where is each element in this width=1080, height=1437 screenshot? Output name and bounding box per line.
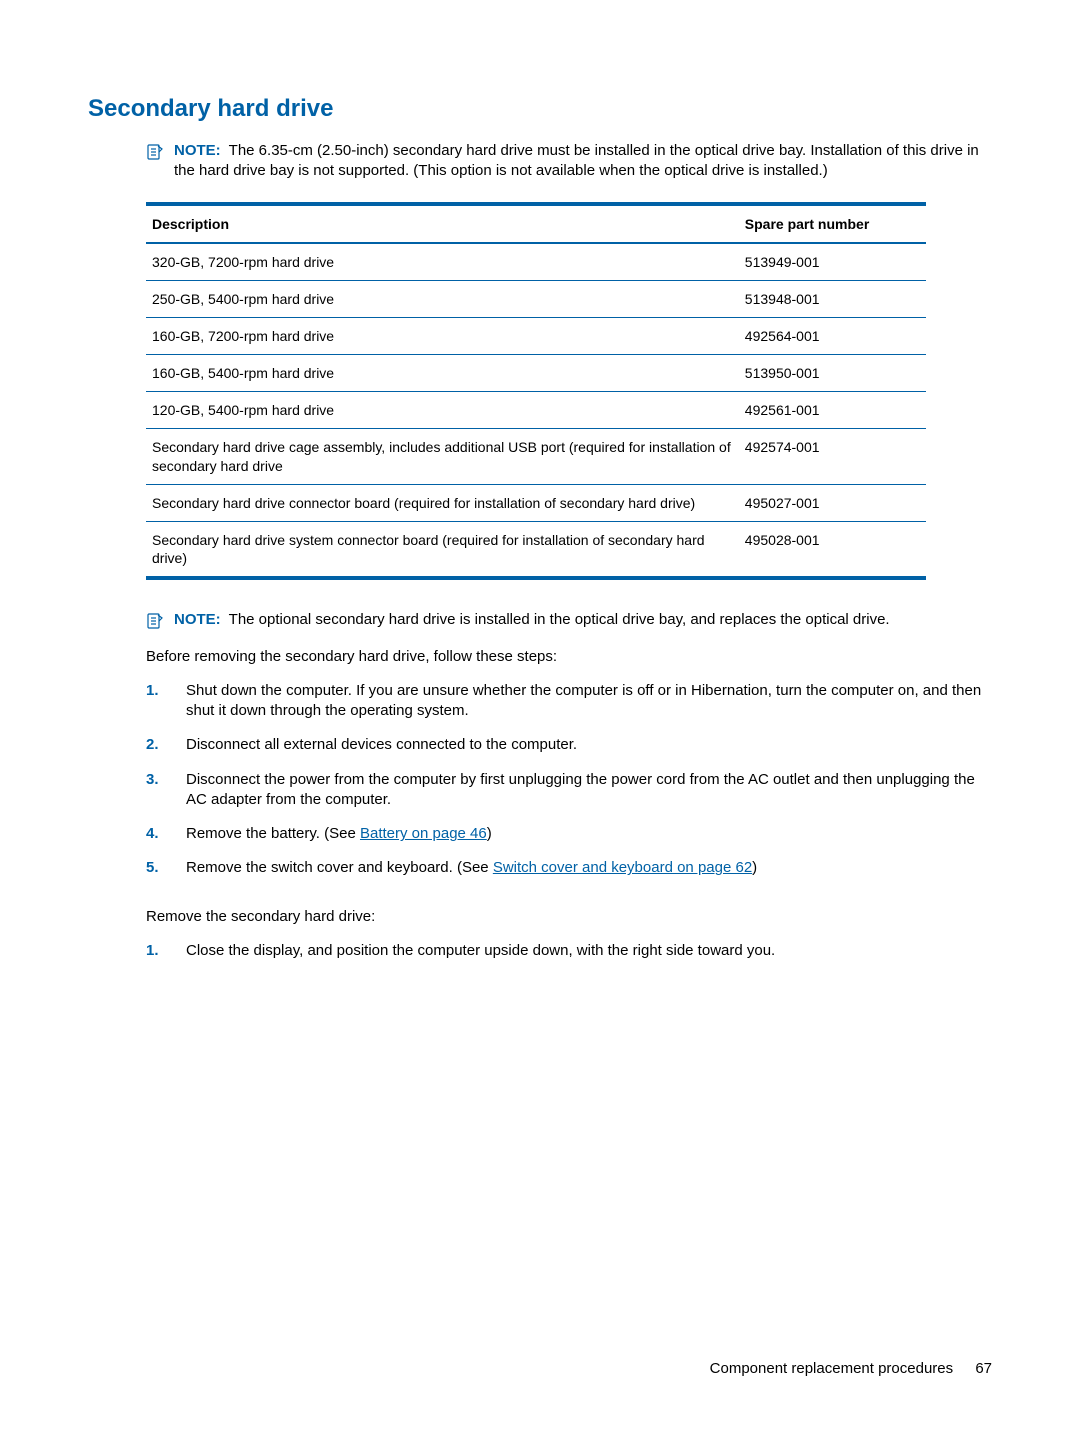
step-text: Close the display, and position the comp… [186, 942, 775, 959]
table-header-row: Description Spare part number [146, 204, 926, 243]
note-label: NOTE: [174, 611, 221, 628]
list-item: Close the display, and position the comp… [146, 941, 992, 975]
cell-description: 120-GB, 5400-rpm hard drive [146, 392, 739, 429]
cell-part: 492561-001 [739, 392, 926, 429]
cell-description: 250-GB, 5400-rpm hard drive [146, 280, 739, 317]
page-footer: Component replacement procedures 67 [710, 1360, 992, 1377]
step-text: Disconnect the power from the computer b… [186, 771, 975, 808]
cell-description: Secondary hard drive system connector bo… [146, 522, 739, 579]
table-row: 120-GB, 5400-rpm hard drive 492561-001 [146, 392, 926, 429]
step-prefix: Remove the battery. (See [186, 825, 360, 842]
before-steps-intro: Before removing the secondary hard drive… [146, 647, 992, 667]
step-suffix: ) [487, 825, 492, 842]
cell-description: 160-GB, 5400-rpm hard drive [146, 355, 739, 392]
cell-description: 160-GB, 7200-rpm hard drive [146, 317, 739, 354]
table-row: Secondary hard drive cage assembly, incl… [146, 429, 926, 484]
table-row: 160-GB, 5400-rpm hard drive 513950-001 [146, 355, 926, 392]
note-label: NOTE: [174, 142, 221, 159]
table-row: 160-GB, 7200-rpm hard drive 492564-001 [146, 317, 926, 354]
steps-before-removal: Shut down the computer. If you are unsur… [146, 681, 992, 893]
list-item: Disconnect the power from the computer b… [146, 770, 992, 825]
note-body: The optional secondary hard drive is ins… [229, 611, 890, 628]
note-icon [146, 612, 164, 630]
remove-intro: Remove the secondary hard drive: [146, 907, 992, 927]
cell-part: 513948-001 [739, 280, 926, 317]
section-title: Secondary hard drive [88, 95, 992, 123]
col-header-description: Description [146, 204, 739, 243]
step-text: Disconnect all external devices connecte… [186, 736, 577, 753]
cell-description: Secondary hard drive cage assembly, incl… [146, 429, 739, 484]
note-text: NOTE: The optional secondary hard drive i… [174, 610, 890, 630]
col-header-spare-part: Spare part number [739, 204, 926, 243]
footer-page-number: 67 [975, 1360, 992, 1377]
note-block-2: NOTE: The optional secondary hard drive i… [146, 610, 992, 630]
step-prefix: Remove the switch cover and keyboard. (S… [186, 859, 493, 876]
note-icon [146, 143, 164, 161]
cell-description: Secondary hard drive connector board (re… [146, 484, 739, 521]
list-item: Remove the battery. (See Battery on page… [146, 824, 992, 858]
cell-part: 492574-001 [739, 429, 926, 484]
note-body: The 6.35-cm (2.50-inch) secondary hard d… [174, 142, 979, 179]
cell-part: 495028-001 [739, 522, 926, 579]
cell-part: 492564-001 [739, 317, 926, 354]
table-row: 320-GB, 7200-rpm hard drive 513949-001 [146, 243, 926, 281]
list-item: Disconnect all external devices connecte… [146, 735, 992, 769]
cell-part: 495027-001 [739, 484, 926, 521]
battery-link[interactable]: Battery on page 46 [360, 825, 487, 842]
page: Secondary hard drive NOTE:The 6.35-cm (2… [0, 0, 1080, 1437]
cell-part: 513950-001 [739, 355, 926, 392]
note-block-1: NOTE:The 6.35-cm (2.50-inch) secondary h… [146, 141, 992, 182]
table-row: Secondary hard drive connector board (re… [146, 484, 926, 521]
cell-description: 320-GB, 7200-rpm hard drive [146, 243, 739, 281]
table-row: 250-GB, 5400-rpm hard drive 513948-001 [146, 280, 926, 317]
steps-remove: Close the display, and position the comp… [146, 941, 992, 975]
footer-section: Component replacement procedures [710, 1360, 953, 1377]
step-text: Shut down the computer. If you are unsur… [186, 682, 981, 719]
list-item: Shut down the computer. If you are unsur… [146, 681, 992, 736]
note-text: NOTE:The 6.35-cm (2.50-inch) secondary h… [174, 141, 992, 182]
spare-parts-table: Description Spare part number 320-GB, 72… [146, 202, 926, 581]
table-row: Secondary hard drive system connector bo… [146, 522, 926, 579]
cell-part: 513949-001 [739, 243, 926, 281]
list-item: Remove the switch cover and keyboard. (S… [146, 858, 992, 892]
switch-cover-link[interactable]: Switch cover and keyboard on page 62 [493, 859, 752, 876]
step-suffix: ) [752, 859, 757, 876]
